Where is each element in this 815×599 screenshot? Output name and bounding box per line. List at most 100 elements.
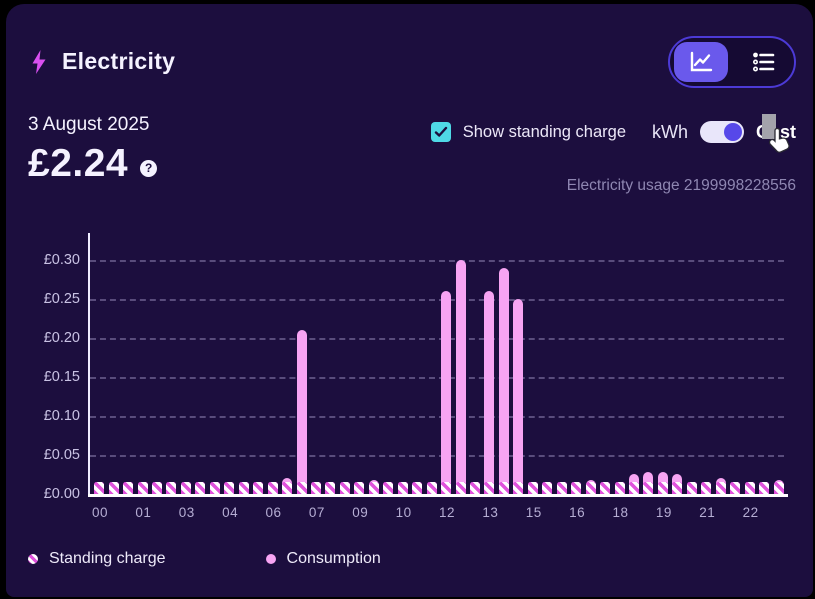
y-axis-line <box>88 233 90 496</box>
legend-standing-charge[interactable]: Standing charge <box>28 550 166 568</box>
bar-slot <box>135 233 149 494</box>
standing-charge-bar <box>628 482 639 494</box>
gridline <box>90 260 784 262</box>
bar-chart: £0.00 £0.05 £0.10 £0.15 £0.20 £0.25 £0.30 00 01 0… <box>6 233 813 533</box>
standing-charge-bar <box>152 482 163 494</box>
bar-slot <box>757 233 771 494</box>
list-view-button[interactable] <box>736 42 790 82</box>
total-cost: £2.24 <box>28 142 129 185</box>
bar-slot <box>641 233 655 494</box>
x-tick-label <box>165 505 179 520</box>
checkmark-icon <box>434 126 447 137</box>
bar-slot <box>222 233 236 494</box>
show-standing-charge-label[interactable]: Show standing charge <box>462 122 626 141</box>
standing-charge-swatch <box>28 554 38 564</box>
x-tick-label <box>542 505 556 520</box>
bar-slot <box>540 233 554 494</box>
x-tick-label <box>642 505 656 520</box>
bar-slot <box>685 233 699 494</box>
standing-charge-bar <box>383 482 394 494</box>
consumption-bar <box>484 291 495 494</box>
y-tick-label: £0.05 <box>43 447 80 463</box>
bar-slot <box>511 233 525 494</box>
cost-row: £2.24 ? <box>28 142 158 186</box>
bar-slot <box>627 233 641 494</box>
show-standing-charge-checkbox[interactable] <box>430 122 451 142</box>
line-chart-icon <box>690 51 713 72</box>
chart-legend: Standing charge Consumption <box>28 550 381 568</box>
x-tick-label: 22 <box>742 505 759 520</box>
x-tick-label <box>425 505 439 520</box>
x-tick-label <box>729 505 743 520</box>
standing-charge-bar <box>701 482 712 494</box>
header: Electricity <box>30 48 175 75</box>
electricity-card: Electricity 3 August 2025 £2.24 ? <box>6 4 813 597</box>
legend-standing-charge-label: Standing charge <box>49 550 166 567</box>
x-tick-label: 10 <box>395 505 412 520</box>
standing-charge-bar <box>354 482 365 494</box>
standing-charge-bar <box>527 482 538 494</box>
help-icon[interactable]: ? <box>140 159 158 177</box>
x-tick-label: 19 <box>655 505 672 520</box>
standing-charge-bar <box>108 482 119 494</box>
consumption-bar <box>498 268 509 494</box>
view-toggle <box>668 36 796 88</box>
consumption-bar <box>441 291 452 494</box>
controls-row: Show standing charge kWh Cost <box>430 121 796 143</box>
x-tick-label: 00 <box>92 505 109 520</box>
x-tick-label <box>686 505 700 520</box>
x-tick-label <box>455 505 469 520</box>
x-tick-label <box>629 505 643 520</box>
gridline <box>90 299 784 301</box>
standing-charge-bar <box>441 482 452 494</box>
bar-slot <box>612 233 626 494</box>
standing-charge-bar <box>426 482 437 494</box>
bar-slot <box>713 233 727 494</box>
x-axis-labels: 00 01 03 04 06 07 09 10 12 13 15 16 18 19 21 22 <box>92 505 786 520</box>
standing-charge-bar <box>224 482 235 494</box>
bar-slot <box>352 233 366 494</box>
standing-charge-bar <box>556 482 567 494</box>
bar-slot <box>193 233 207 494</box>
bar-slot <box>396 233 410 494</box>
bar-slot <box>150 233 164 494</box>
x-tick-label <box>252 505 266 520</box>
chart-view-button[interactable] <box>674 42 728 82</box>
bars-area <box>92 233 786 494</box>
x-tick-label <box>339 505 353 520</box>
x-tick-label <box>325 505 339 520</box>
y-tick-label: £0.00 <box>43 486 80 502</box>
page-title: Electricity <box>62 48 176 74</box>
standing-charge-bar <box>542 482 553 494</box>
unit-kwh-label[interactable]: kWh <box>652 121 688 142</box>
standing-charge-bar <box>730 482 741 494</box>
bar-slot <box>381 233 395 494</box>
standing-charge-bar <box>484 482 495 494</box>
legend-consumption[interactable]: Consumption <box>265 550 381 568</box>
unit-cost-label[interactable]: Cost <box>756 121 796 142</box>
unit-toggle-switch[interactable] <box>700 121 744 143</box>
standing-charge-bar <box>209 482 220 494</box>
x-tick-label: 01 <box>135 505 152 520</box>
bar-slot <box>771 233 785 494</box>
x-tick-label: 07 <box>308 505 325 520</box>
x-tick-label: 13 <box>482 505 499 520</box>
x-tick-label: 04 <box>222 505 239 520</box>
standing-charge-bar <box>253 482 264 494</box>
x-tick-label: 06 <box>265 505 282 520</box>
x-tick-label: 03 <box>178 505 195 520</box>
bar-slot <box>569 233 583 494</box>
x-tick-label <box>382 505 396 520</box>
bar-slot <box>280 233 294 494</box>
gridline <box>90 416 784 418</box>
x-tick-label <box>122 505 136 520</box>
consumption-bar <box>513 299 524 494</box>
bar-slot <box>164 233 178 494</box>
gridline <box>90 377 784 379</box>
standing-charge-bar <box>311 482 322 494</box>
x-tick-label <box>498 505 512 520</box>
y-tick-label: £0.15 <box>43 369 80 385</box>
bar-slot <box>424 233 438 494</box>
bar-slot <box>338 233 352 494</box>
bar-slot <box>439 233 453 494</box>
